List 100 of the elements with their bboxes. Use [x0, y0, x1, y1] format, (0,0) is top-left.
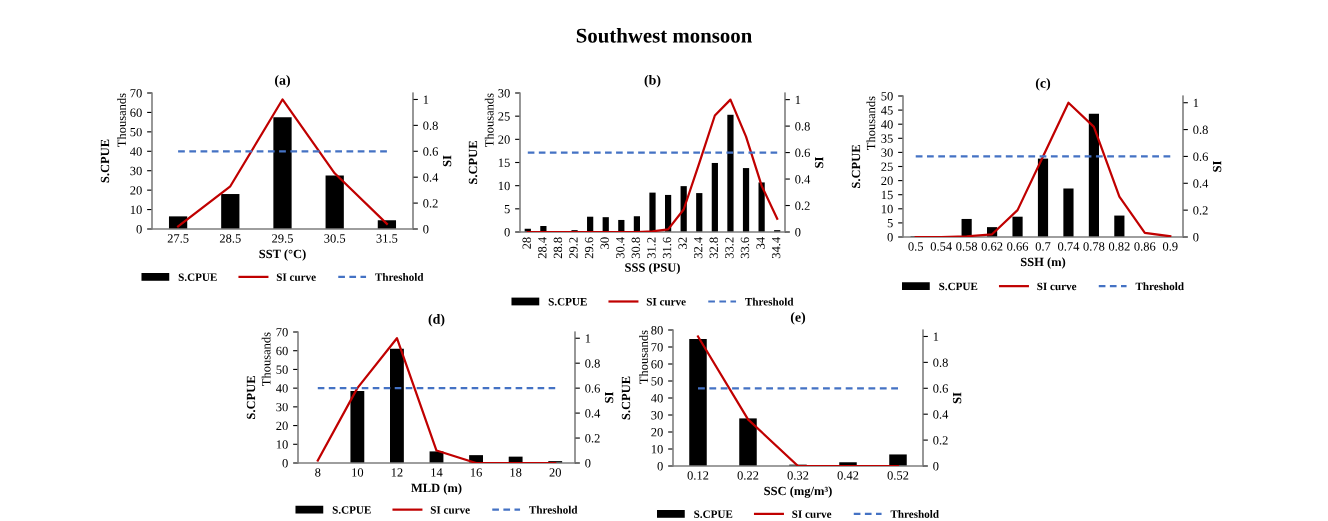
x-tick-label: 30.4 — [616, 237, 625, 259]
x-tick-label: 0.12 — [687, 471, 709, 480]
legend-label: S.CPUE — [939, 282, 978, 291]
y2-axis-title: SI — [442, 155, 452, 167]
x-tick-label: 14 — [431, 468, 443, 477]
y-tick-label: 40 — [881, 120, 893, 129]
y-tick-label: 0 — [657, 462, 663, 471]
x-axis-title: MLD (m) — [411, 483, 462, 495]
x-tick-label: 29.5 — [272, 234, 293, 243]
y-tick-label: 5 — [887, 219, 893, 228]
chart-title: (b) — [644, 75, 661, 88]
legend-label: SI curve — [276, 273, 316, 281]
y-tick-label: 0 — [282, 459, 288, 468]
x-axis-title: SSH (m) — [1020, 257, 1066, 269]
y-tick-label: 30 — [881, 148, 893, 157]
y-tick-label: 60 — [130, 108, 142, 117]
x-tick-label: 0.22 — [737, 471, 759, 480]
y-tick-label: 40 — [130, 147, 142, 156]
x-tick-label: 0.9 — [1162, 242, 1178, 251]
y-axis-title: S.CPUE — [100, 139, 110, 183]
x-tick-label: 31.5 — [376, 234, 398, 243]
y2-tick-label: 0.4 — [585, 409, 601, 418]
y-tick-label: 20 — [276, 421, 288, 431]
y-tick-label: 20 — [881, 176, 893, 186]
y-tick-label: 15 — [881, 190, 893, 200]
y-tick-label: 10 — [276, 440, 288, 449]
x-axis-title: SST (°C) — [259, 249, 306, 261]
y2-tick-label: 0.2 — [585, 434, 600, 443]
y2-tick-label: 0.8 — [1193, 125, 1208, 135]
x-tick-label: 30.5 — [324, 234, 346, 243]
x-tick-label: 32.4 — [693, 237, 703, 259]
y-axis-title: S.CPUE — [246, 376, 256, 419]
x-tick-label: 0.54 — [930, 242, 952, 251]
x-tick-label: 8 — [315, 468, 321, 477]
x-tick-label: 29.6 — [584, 237, 594, 259]
x-tick-label: 33.2 — [725, 237, 734, 259]
text: Thousands — [484, 93, 494, 147]
y-tick-label: 30 — [130, 166, 142, 176]
legend-label: SI curve — [1037, 282, 1077, 291]
text: Thousands — [866, 96, 876, 150]
y2-tick-label: 0 — [933, 462, 939, 471]
legend-label: SI curve — [792, 510, 832, 518]
legend-label: Threshold — [375, 273, 424, 281]
y-tick-label: 50 — [651, 377, 663, 386]
chart-title: (a) — [275, 75, 290, 88]
y2-tick-label: 0.6 — [933, 384, 948, 393]
y-tick-label: 25 — [498, 112, 510, 121]
y-tick-label: 35 — [881, 134, 893, 143]
y2-axis-title: SI — [604, 392, 614, 403]
x-tick-label: 0.82 — [1108, 242, 1130, 251]
y-tick-label: 70 — [276, 328, 288, 337]
y-tick-label: 10 — [130, 205, 142, 215]
text: Southwest monsoon — [576, 28, 752, 43]
y-tick-label: 10 — [881, 204, 893, 214]
y2-tick-label: 0.4 — [795, 175, 811, 184]
legend-label: SI curve — [646, 298, 686, 306]
x-tick-label: 28.5 — [219, 234, 241, 243]
y2-tick-label: 0.4 — [423, 173, 439, 182]
x-tick-label: 10 — [352, 468, 364, 477]
x-tick-label: 18 — [510, 468, 522, 477]
x-tick-label: 0.7 — [1035, 242, 1051, 251]
y-tick-label: 5 — [504, 204, 510, 214]
legend-label: Threshold — [1135, 282, 1184, 291]
legend-label: Threshold — [745, 297, 794, 306]
y2-tick-label: 0.6 — [423, 147, 438, 156]
x-tick-label: 28 — [522, 237, 531, 249]
y-tick-label: 30 — [498, 89, 510, 98]
y2-tick-label: 0.8 — [423, 121, 438, 130]
y-tick-label: 0 — [504, 228, 510, 237]
y2-tick-label: 1 — [933, 332, 939, 341]
legend-label: SI curve — [430, 506, 470, 514]
x-tick-label: 20 — [549, 468, 561, 477]
y2-tick-label: 0.2 — [423, 199, 438, 208]
y2-tick-label: 0.8 — [585, 359, 600, 368]
x-tick-label: 27.5 — [167, 234, 189, 243]
y-axis-title: S.CPUE — [621, 376, 631, 420]
y2-tick-label: 0.2 — [795, 201, 810, 211]
y-tick-label: 80 — [651, 326, 663, 335]
x-axis-title: SSS (PSU) — [625, 262, 680, 275]
y-axis-title: S.CPUE — [851, 145, 861, 188]
y-tick-label: 60 — [651, 360, 663, 369]
y-tick-label: 45 — [881, 106, 893, 115]
y-tick-label: 70 — [651, 343, 663, 352]
y2-axis-title: SI — [952, 392, 962, 404]
text: Thousands — [117, 93, 126, 147]
x-tick-label: 28.4 — [538, 237, 547, 259]
x-tick-label: 33.6 — [740, 237, 750, 259]
x-tick-label: 0.58 — [956, 242, 978, 251]
x-tick-label: 34.4 — [771, 237, 781, 259]
y2-tick-label: 0.8 — [933, 358, 948, 367]
x-tick-label: 31.2 — [647, 237, 656, 259]
x-tick-label: 0.62 — [981, 242, 1003, 251]
legend-label: Threshold — [890, 510, 939, 518]
y-tick-label: 15 — [498, 158, 510, 167]
x-tick-label: 16 — [470, 468, 482, 477]
x-tick-label: 30.8 — [631, 237, 641, 259]
legend-label: S.CPUE — [694, 510, 733, 518]
text: Thousands — [261, 332, 271, 386]
y2-tick-label: 1 — [1193, 98, 1199, 108]
chart-title: (c) — [1035, 78, 1051, 91]
